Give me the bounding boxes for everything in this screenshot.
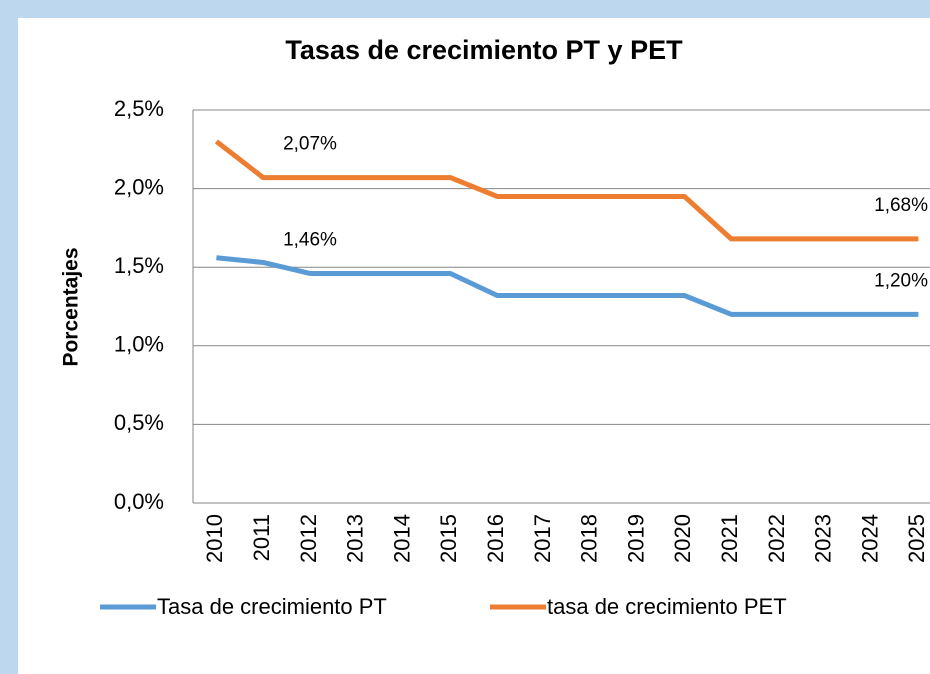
x-tick-label: 2021 [717, 514, 742, 563]
legend-label: tasa de crecimiento PET [547, 594, 787, 619]
x-tick-label: 2022 [764, 514, 789, 563]
x-tick-label: 2016 [483, 514, 508, 563]
legend-label: Tasa de crecimiento PT [157, 594, 387, 619]
data-label: 1,46% [283, 230, 337, 251]
x-tick-label: 2011 [249, 514, 274, 561]
x-tick-label: 2014 [389, 514, 414, 563]
x-tick-label: 2017 [530, 514, 555, 563]
x-tick-label: 2012 [296, 514, 321, 563]
y-tick-label: 2,5% [114, 96, 164, 121]
x-tick-label: 2018 [577, 514, 602, 563]
y-axis-label: Porcentajes [60, 247, 83, 366]
chart-title: Tasas de crecimiento PT y PET [285, 35, 683, 65]
data-label: 2,07% [283, 134, 337, 155]
x-tick-label: 2019 [623, 514, 648, 563]
y-tick-label: 2,0% [114, 174, 164, 199]
y-tick-label: 1,5% [114, 253, 164, 278]
series-line [214, 139, 919, 242]
x-tick-label: 2015 [436, 514, 461, 563]
x-tick-label: 2025 [904, 514, 929, 563]
y-tick-label: 0,5% [114, 410, 164, 435]
data-label: 1,68% [874, 195, 928, 216]
y-tick-label: 1,0% [114, 332, 164, 357]
data-label: 1,20% [874, 270, 928, 291]
x-tick-label: 2010 [202, 514, 227, 563]
x-tick-label: 2024 [857, 514, 882, 563]
series-line [216, 255, 919, 317]
x-tick-label: 2023 [811, 514, 836, 563]
x-tick-label: 2013 [343, 514, 368, 563]
y-tick-label: 0,0% [114, 489, 164, 514]
x-tick-label: 2020 [670, 514, 695, 563]
